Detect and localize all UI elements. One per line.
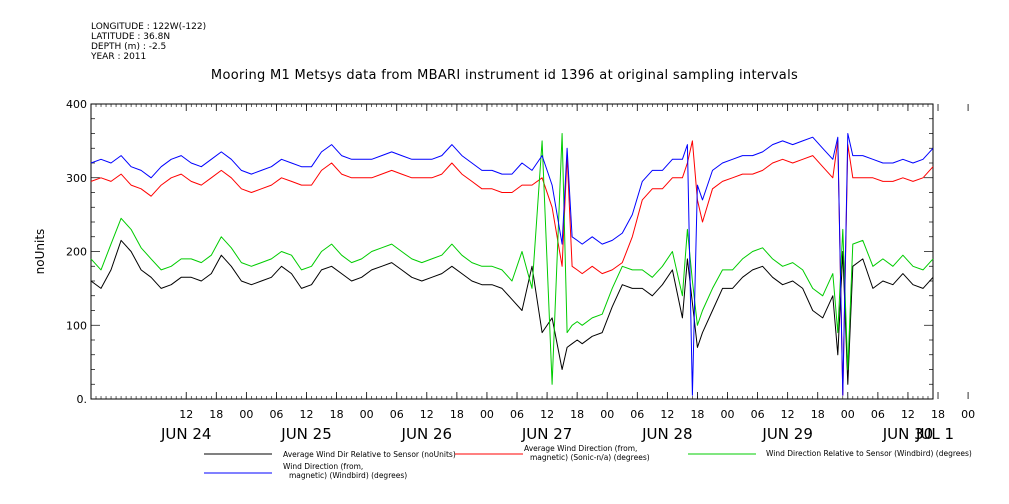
x-tick-label: 00 bbox=[239, 408, 253, 421]
x-tick-label: 06 bbox=[871, 408, 885, 421]
x-tick-label: 06 bbox=[269, 408, 283, 421]
x-tick-label: 18 bbox=[570, 408, 584, 421]
series-line-4 bbox=[90, 133, 934, 396]
longitude-text: LONGITUDE : 122W(-122) bbox=[91, 22, 207, 32]
x-tick-label: 00 bbox=[600, 408, 614, 421]
x-date-label: JUN 24 bbox=[160, 425, 211, 443]
x-tick-label: 12 bbox=[420, 408, 434, 421]
x-tick-label: 18 bbox=[209, 408, 223, 421]
x-tick-label: 12 bbox=[179, 408, 193, 421]
metadata-block: LONGITUDE : 122W(-122) LATITUDE : 36.8N … bbox=[91, 22, 206, 62]
x-tick-label: 00 bbox=[841, 408, 855, 421]
x-date-label: JUN 30 bbox=[882, 425, 933, 443]
x-tick-label: 06 bbox=[390, 408, 404, 421]
x-tick-label: 18 bbox=[811, 408, 825, 421]
legend-label-4: Wind Direction (from, magnetic) (Windbird… bbox=[283, 462, 407, 480]
x-tick-label: 12 bbox=[781, 408, 795, 421]
x-tick-label: 12 bbox=[660, 408, 674, 421]
series-line-2 bbox=[90, 140, 934, 396]
x-date-label: JUN 27 bbox=[521, 425, 572, 443]
x-tick-label: 06 bbox=[751, 408, 765, 421]
x-tick-label: 06 bbox=[630, 408, 644, 421]
latitude-text: LATITUDE : 36.8N bbox=[91, 32, 171, 42]
x-tick-label: 00 bbox=[721, 408, 735, 421]
y-tick-label: 100 bbox=[66, 319, 87, 332]
x-date-label: JUN 29 bbox=[761, 425, 812, 443]
legend-label-3: Wind Direction Relative to Sensor (Windb… bbox=[766, 449, 972, 458]
series-line-1 bbox=[90, 239, 934, 385]
x-tick-label: 12 bbox=[901, 408, 915, 421]
x-date-label: JUN 25 bbox=[280, 425, 331, 443]
y-tick-label: 300 bbox=[66, 172, 87, 185]
x-tick-label: 18 bbox=[450, 408, 464, 421]
x-tick-label: 00 bbox=[961, 408, 975, 421]
legend-label-1: Average Wind Dir Relative to Sensor (noU… bbox=[283, 450, 456, 459]
x-date-label: JUN 26 bbox=[401, 425, 452, 443]
x-date-label: JUL 1 bbox=[915, 425, 954, 443]
y-tick-label: 0. bbox=[77, 393, 88, 406]
x-date-label: JUN 28 bbox=[641, 425, 692, 443]
y-tick-label: 200 bbox=[66, 246, 87, 259]
x-tick-label: 18 bbox=[931, 408, 945, 421]
chart-title: Mooring M1 Metsys data from MBARI instru… bbox=[210, 68, 799, 83]
year-text: YEAR : 2011 bbox=[91, 52, 147, 62]
legend-label-2: Average Wind Direction (from, magnetic) (… bbox=[524, 444, 650, 462]
plot-frame bbox=[90, 103, 934, 400]
x-tick-label: 06 bbox=[510, 408, 524, 421]
x-tick-label: 00 bbox=[480, 408, 494, 421]
x-tick-label: 00 bbox=[360, 408, 374, 421]
depth-text: DEPTH (m) : -2.5 bbox=[91, 42, 167, 52]
y-tick-label: 400 bbox=[66, 98, 87, 111]
x-tick-label: 18 bbox=[330, 408, 344, 421]
x-tick-label: 12 bbox=[300, 408, 314, 421]
y-axis-title: noUnits bbox=[33, 229, 47, 275]
x-tick-label: 18 bbox=[690, 408, 704, 421]
x-tick-label: 12 bbox=[540, 408, 554, 421]
series-line-3 bbox=[90, 133, 934, 385]
